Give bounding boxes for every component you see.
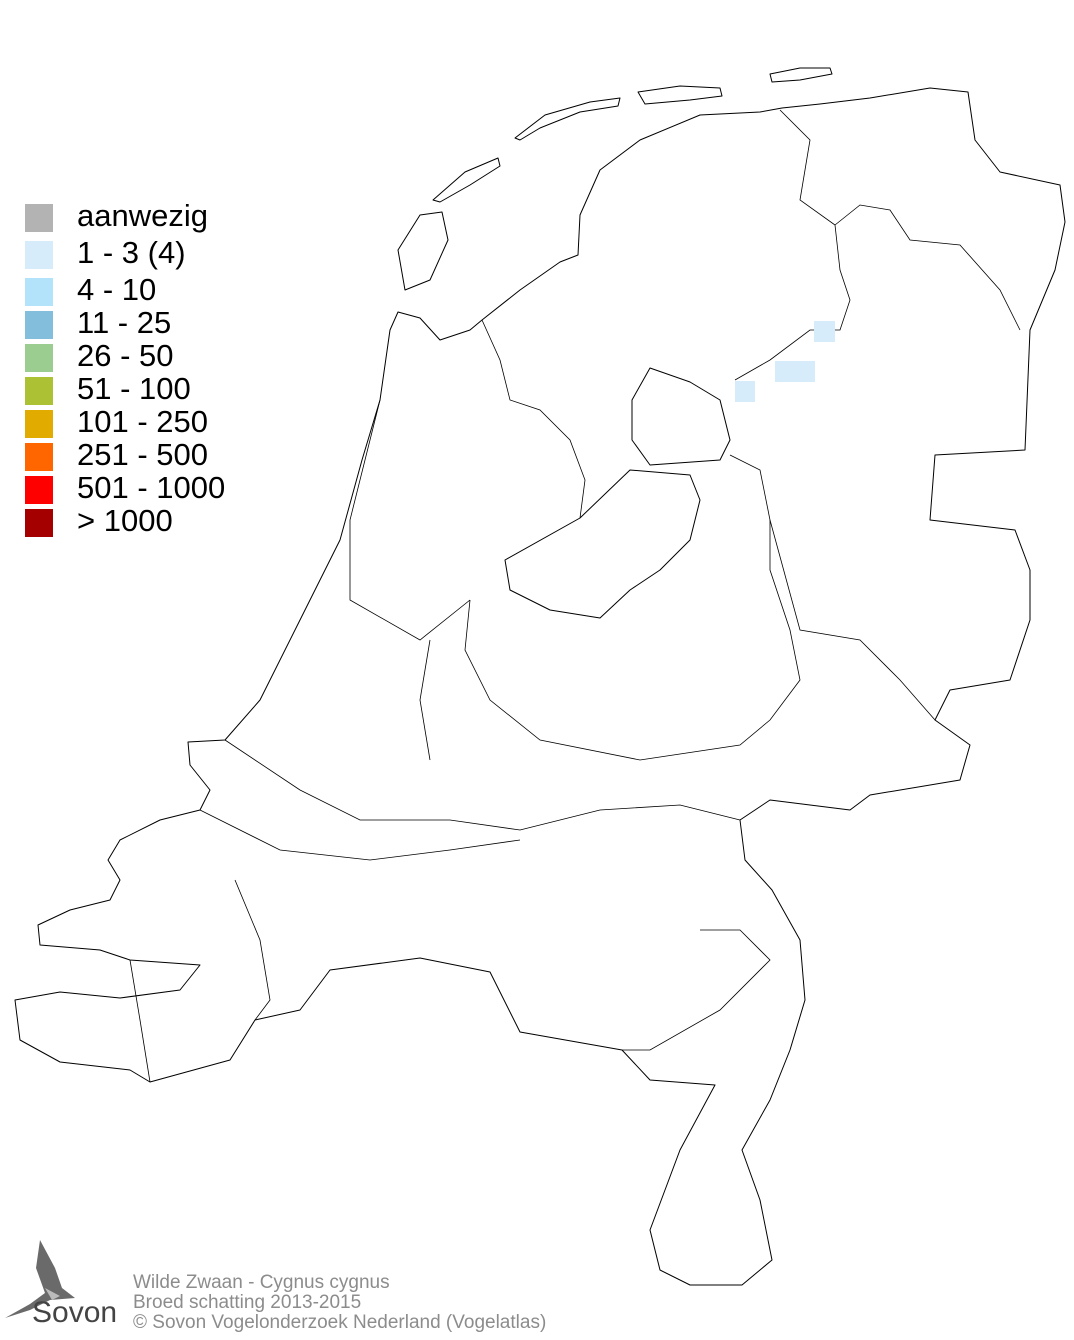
legend-label: 101 - 250 [77, 404, 208, 439]
legend-swatch [25, 241, 53, 269]
legend-label: 1 - 3 (4) [77, 235, 186, 270]
island-schiermonnikoog [769, 67, 833, 83]
occupied-cells [735, 321, 835, 402]
legend-label: 26 - 50 [77, 338, 174, 373]
logo-text: Sovon [32, 1296, 118, 1329]
island-noordoostpolder [631, 367, 731, 466]
island-texel [397, 211, 449, 291]
legend-label: > 1000 [77, 503, 173, 538]
island-vlieland [432, 157, 501, 203]
legend-swatch [25, 204, 53, 232]
mainland-outline [14, 87, 1066, 1286]
legend-swatch [25, 476, 53, 504]
legend-label: 501 - 1000 [77, 470, 226, 505]
occupied-cell [775, 361, 815, 382]
survey-subtitle: Broed schatting 2013-2015 [133, 1292, 362, 1313]
legend-swatch [25, 344, 53, 372]
legend-label: 51 - 100 [77, 371, 191, 406]
island-ameland [637, 85, 723, 105]
copyright: © Sovon Vogelonderzoek Nederland (Vogela… [133, 1312, 547, 1333]
island-flevoland [504, 469, 701, 619]
legend-swatch [25, 509, 53, 537]
swallow-logo-icon [5, 1240, 75, 1318]
legend-swatch [25, 410, 53, 438]
species-title: Wilde Zwaan - Cygnus cygnus [133, 1272, 390, 1293]
legend-swatch [25, 278, 53, 306]
province-borders [129, 109, 1021, 1083]
legend-swatch [25, 311, 53, 339]
occupied-cell [814, 321, 835, 342]
legend-label: 4 - 10 [77, 272, 157, 307]
footer: Wilde Zwaan - Cygnus cygnus Broed schatt… [133, 1273, 546, 1333]
legend-swatch [25, 377, 53, 405]
legend-label: 251 - 500 [77, 437, 208, 472]
legend-label: aanwezig [77, 198, 208, 233]
occupied-cell [735, 381, 755, 402]
legend-label: 11 - 25 [77, 305, 172, 340]
island-terschelling [514, 97, 621, 141]
legend-swatch [25, 443, 53, 471]
